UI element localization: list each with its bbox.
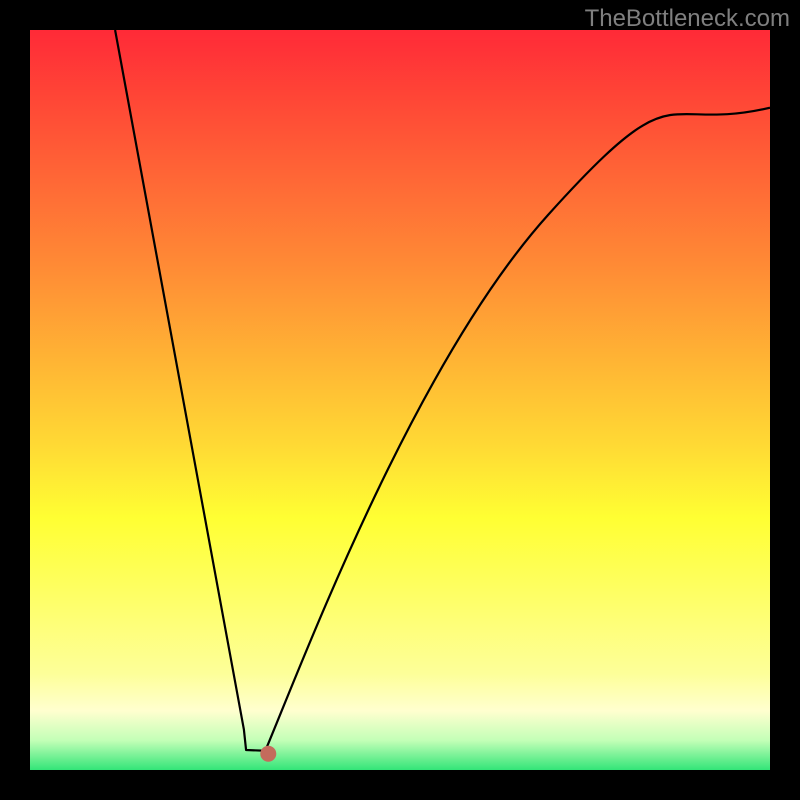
- plot-area: [30, 30, 770, 770]
- bottleneck-curve: [30, 30, 770, 770]
- minimum-marker-dot: [260, 746, 276, 762]
- watermark-text: TheBottleneck.com: [585, 5, 790, 33]
- curve-line: [115, 30, 770, 751]
